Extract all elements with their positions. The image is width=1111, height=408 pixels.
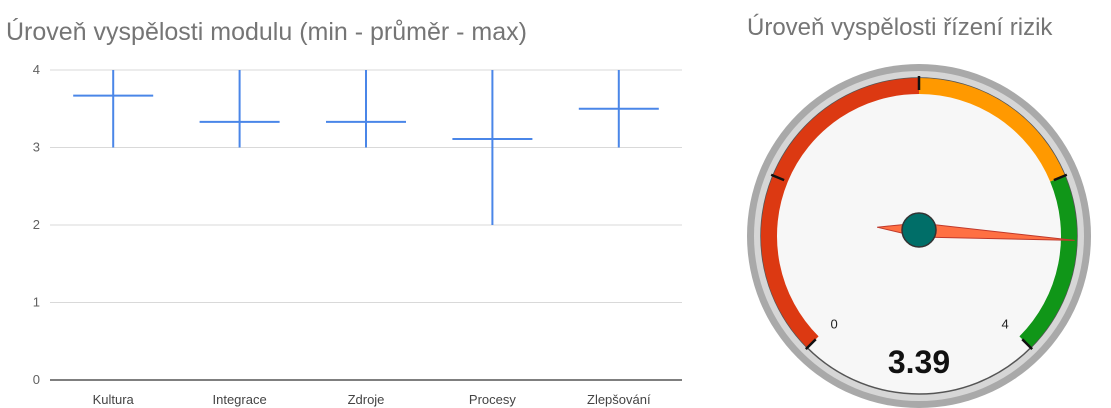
gauge-hub	[901, 212, 937, 248]
gauge-band-2	[1019, 175, 1077, 348]
gauge-band-1	[918, 78, 1065, 182]
range-chart-title: Úroveň vyspělosti modulu (min - průměr -…	[6, 18, 527, 46]
range-chart-x-axis: Kultura Integrace Zdroje Procesy Zlepšování	[93, 392, 651, 407]
y-tick-label: 0	[33, 372, 40, 387]
x-tick-label: Procesy	[469, 392, 516, 407]
x-tick-label: Integrace	[212, 392, 266, 407]
gauge-major-tick	[1021, 338, 1034, 351]
range-chart-marks	[73, 70, 659, 225]
x-tick-label: Kultura	[93, 392, 135, 407]
gauge-max-label: 4	[1002, 317, 1009, 332]
gauge-title: Úroveň vyspělosti řízení rizik	[747, 14, 1053, 41]
x-tick-label: Zdroje	[348, 392, 385, 407]
gauge-major-tick	[1053, 173, 1068, 182]
range-chart-grid	[50, 69, 682, 381]
y-tick-label: 2	[33, 217, 40, 232]
y-tick-label: 3	[33, 140, 40, 155]
x-tick-label: Zlepšování	[587, 392, 651, 407]
gauge-value: 3.39	[888, 344, 950, 380]
y-tick-label: 1	[33, 295, 40, 310]
range-chart: 0 1 2 3 4 Kultura Integrace Zdroje Procesy Zlepš…	[33, 62, 682, 407]
gauge-major-tick	[770, 173, 785, 182]
y-tick-label: 4	[33, 62, 40, 77]
gauge-ticks	[770, 76, 1068, 351]
gauge-min-label: 0	[830, 317, 837, 332]
range-chart-y-axis: 0 1 2 3 4	[33, 62, 40, 387]
gauge-major-tick	[804, 338, 817, 351]
